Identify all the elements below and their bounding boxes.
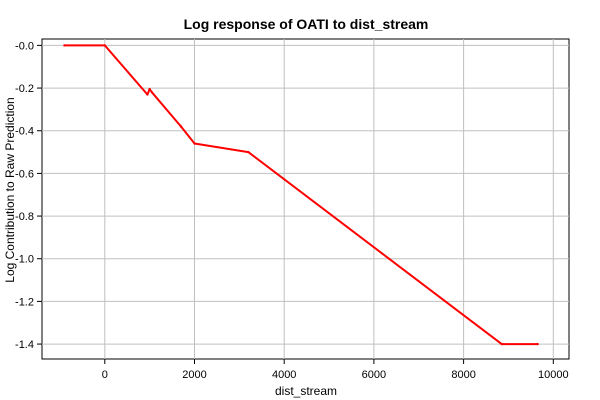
data-point: [536, 342, 539, 346]
series-layer: [63, 44, 539, 346]
x-tick-label: 2000: [182, 369, 206, 381]
data-point: [193, 142, 196, 145]
x-tick-label: 10000: [538, 369, 569, 381]
data-point: [63, 44, 66, 47]
y-axis-label: Log Contribution to Raw Prediction: [3, 97, 17, 282]
data-point: [179, 125, 183, 128]
x-tick-label: 8000: [451, 369, 475, 381]
y-tick-label: -0.2: [15, 83, 34, 95]
data-point: [247, 150, 250, 154]
y-tick-label: -1.0: [15, 254, 34, 266]
x-tick-label: 6000: [362, 369, 386, 381]
data-point: [150, 91, 154, 94]
y-tick-label: -0.0: [15, 40, 34, 52]
chart-title: Log response of OATI to dist_stream: [184, 16, 429, 32]
y-tick-label: -0.8: [15, 211, 34, 223]
x-tick-label: 0: [102, 369, 108, 381]
y-tick-label: -1.4: [15, 339, 34, 351]
axis-ticks: 0 2000 4000 6000 8000 10000 -0.0 -0.2 -0.4 -0.6 -0…: [15, 40, 569, 381]
x-tick-label: 4000: [272, 369, 296, 381]
plot-area: [41, 38, 570, 360]
grid: [42, 39, 569, 359]
y-tick-label: -0.6: [15, 168, 34, 180]
x-axis-label: dist_stream: [275, 384, 337, 398]
y-tick-label: -1.2: [15, 296, 34, 308]
y-tick-label: -0.4: [15, 126, 34, 138]
data-point: [146, 93, 149, 96]
data-point: [500, 342, 503, 346]
data-point: [103, 44, 107, 47]
series-line: [63, 44, 539, 346]
data-point: [148, 87, 151, 91]
